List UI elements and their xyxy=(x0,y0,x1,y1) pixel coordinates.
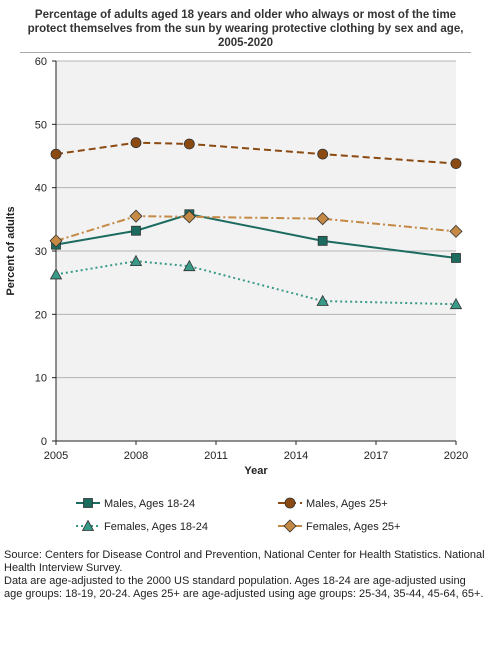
legend: Males, Ages 18-24 Males, Ages 25+ Females,… xyxy=(76,497,400,533)
x-tick-label: 2017 xyxy=(364,450,388,462)
y-tick-label: 50 xyxy=(35,119,47,131)
x-tick-label: 2011 xyxy=(204,450,228,462)
data-note: Data are age-adjusted to the 2000 US sta… xyxy=(4,575,484,600)
legend-label: Males, Ages 25+ xyxy=(306,498,388,510)
data-point xyxy=(130,137,142,149)
line-chart: 0 10 20 30 40 50 60 2005 2008 2011 2014 2017 2020 Yea… xyxy=(5,56,468,533)
legend-label: Males, Ages 18-24 xyxy=(104,498,195,510)
data-point xyxy=(129,209,143,223)
series-line xyxy=(55,260,457,306)
data-point xyxy=(317,148,329,160)
data-point xyxy=(316,294,329,306)
data-point xyxy=(129,254,143,267)
data-point xyxy=(131,225,141,236)
x-tick-label: 2014 xyxy=(284,450,308,462)
data-point xyxy=(183,259,196,272)
data-point xyxy=(451,253,461,263)
x-tick-label: 2005 xyxy=(44,450,68,462)
data-point xyxy=(449,297,463,310)
data-point xyxy=(183,138,195,150)
y-tick-label: 20 xyxy=(35,309,47,321)
y-tick-label: 30 xyxy=(35,246,47,258)
data-point xyxy=(49,234,63,248)
footnotes: Source: Centers for Disease Control and … xyxy=(4,549,486,601)
data-point xyxy=(449,224,463,238)
data-point xyxy=(317,235,328,246)
data-point xyxy=(182,210,196,224)
x-axis-title: Year xyxy=(244,465,268,477)
data-point xyxy=(316,212,330,226)
x-tick-label: 2008 xyxy=(124,450,148,462)
x-tick-label: 2020 xyxy=(444,450,468,462)
series-line xyxy=(55,215,457,242)
legend-label: Females, Ages 18-24 xyxy=(104,521,208,533)
legend-marker xyxy=(81,519,95,531)
plot-area: 0 10 20 30 40 50 60 2005 2008 2011 2014 2017 2020 Yea… xyxy=(5,56,468,477)
legend-label: Females, Ages 25+ xyxy=(306,521,400,533)
data-point xyxy=(49,268,63,280)
data-point xyxy=(450,158,462,170)
title-divider xyxy=(20,52,471,53)
source-note: Source: Centers for Disease Control and … xyxy=(4,549,485,574)
data-point xyxy=(50,148,62,160)
y-axis-title: Percent of adults xyxy=(5,206,17,295)
legend-marker xyxy=(83,498,93,508)
y-tick-label: 60 xyxy=(35,56,47,68)
y-tick-label: 0 xyxy=(41,436,47,448)
y-tick-label: 40 xyxy=(35,183,47,195)
chart-title: Percentage of adults aged 18 years and o… xyxy=(27,9,464,49)
legend-marker xyxy=(283,519,297,533)
y-tick-label: 10 xyxy=(35,373,47,385)
legend-marker xyxy=(284,497,296,509)
